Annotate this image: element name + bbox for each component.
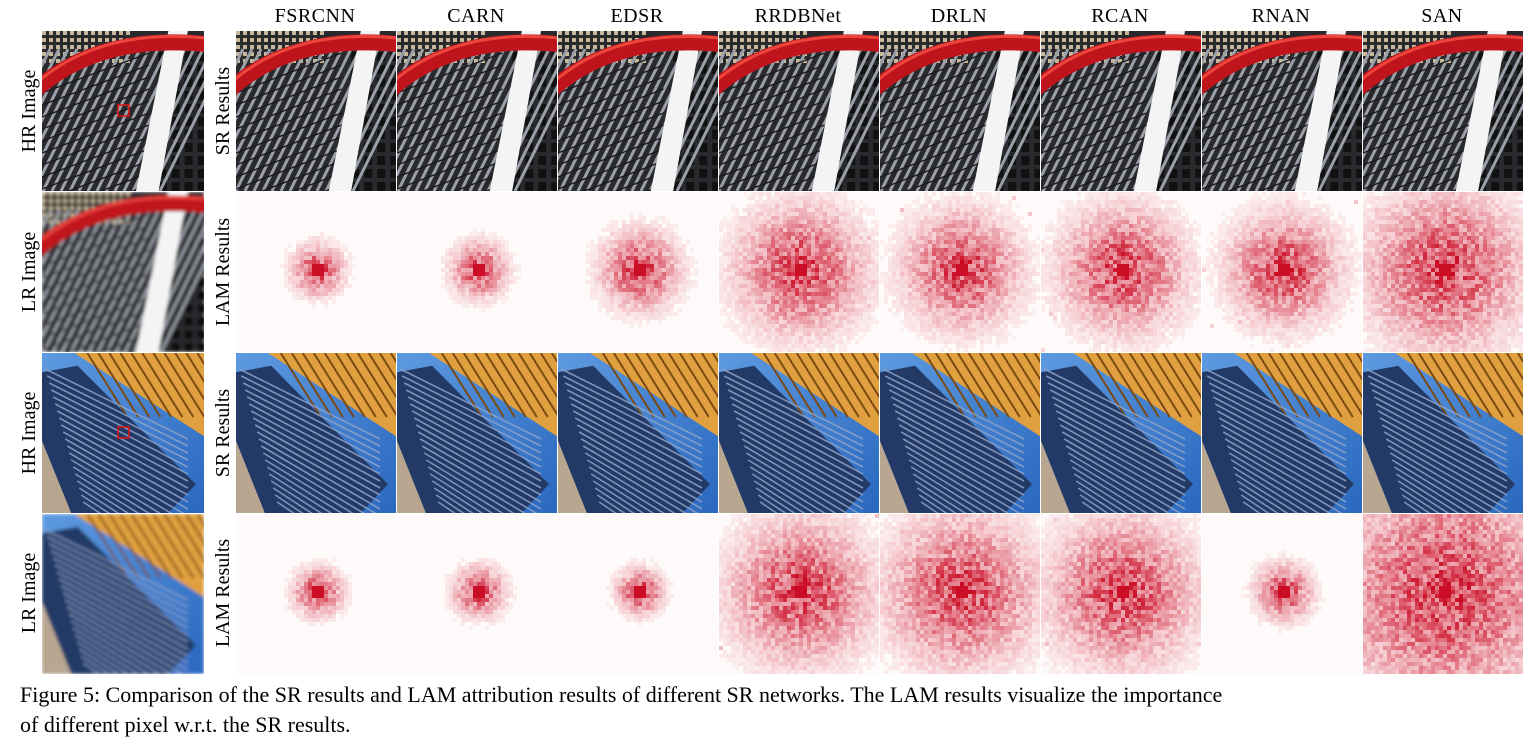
column-header-rcan: RCAN — [1091, 5, 1149, 27]
sr-result-carn — [397, 31, 557, 191]
lam-result-drln — [880, 192, 1040, 352]
hr-image — [42, 353, 204, 513]
column-header-carn: CARN — [447, 5, 505, 27]
lam-result-rrdbnet — [719, 514, 879, 674]
row-label-hr-image: HR Image — [18, 69, 40, 153]
lam-result-drln — [880, 514, 1040, 674]
sr-result-rcan — [1041, 353, 1201, 513]
caption-line-2: of different pixel w.r.t. the SR results… — [20, 712, 351, 737]
sr-result-rrdbnet — [719, 353, 879, 513]
sr-result-rnan — [1202, 31, 1362, 191]
lam-result-rcan — [1041, 192, 1201, 352]
lam-result-carn — [397, 514, 557, 674]
row-label-sr-results: SR Results — [212, 66, 234, 156]
row-label-lam-results: LAM Results — [212, 217, 234, 327]
lam-result-rcan — [1041, 514, 1201, 674]
lam-result-san — [1363, 192, 1523, 352]
sr-result-drln — [880, 353, 1040, 513]
caption-line-1: Figure 5: Comparison of the SR results a… — [20, 682, 1223, 707]
lam-result-carn — [397, 192, 557, 352]
column-header-san: SAN — [1421, 5, 1463, 27]
row-label-sr-results: SR Results — [212, 388, 234, 478]
sr-result-edsr — [558, 31, 718, 191]
sr-result-drln — [880, 31, 1040, 191]
lam-result-san — [1363, 514, 1523, 674]
lam-result-rnan — [1202, 514, 1362, 674]
row-label-lam-results: LAM Results — [212, 538, 234, 648]
column-header-fsrcnn: FSRCNN — [274, 5, 356, 27]
lam-result-edsr — [558, 514, 718, 674]
lam-result-edsr — [558, 192, 718, 352]
sr-result-san — [1363, 31, 1523, 191]
figure-panel: FSRCNN CARN EDSR RRDBNet DRLN RCAN RNAN … — [18, 5, 1523, 674]
sr-result-rcan — [1041, 31, 1201, 191]
row-label-lr-image: LR Image — [18, 552, 40, 634]
column-header-rrdbnet: RRDBNet — [754, 5, 842, 27]
lr-image — [42, 192, 204, 352]
lr-image — [42, 514, 204, 674]
sr-result-carn — [397, 353, 557, 513]
sr-result-fsrcnn — [236, 31, 396, 191]
sr-result-rnan — [1202, 353, 1362, 513]
column-header-drln: DRLN — [930, 5, 988, 27]
sr-result-rrdbnet — [719, 31, 879, 191]
column-header-edsr: EDSR — [610, 5, 664, 27]
lam-result-rrdbnet — [719, 192, 879, 352]
row-label-hr-image: HR Image — [18, 391, 40, 475]
lam-result-rnan — [1202, 192, 1362, 352]
lam-result-fsrcnn — [236, 514, 396, 674]
sr-result-edsr — [558, 353, 718, 513]
figure-caption: Figure 5: Comparison of the SR results a… — [20, 680, 1525, 740]
column-header-rnan: RNAN — [1251, 5, 1311, 27]
lam-result-fsrcnn — [236, 192, 396, 352]
sr-result-san — [1363, 353, 1523, 513]
hr-image — [42, 31, 204, 191]
row-label-lr-image: LR Image — [18, 231, 40, 313]
sr-result-fsrcnn — [236, 353, 396, 513]
